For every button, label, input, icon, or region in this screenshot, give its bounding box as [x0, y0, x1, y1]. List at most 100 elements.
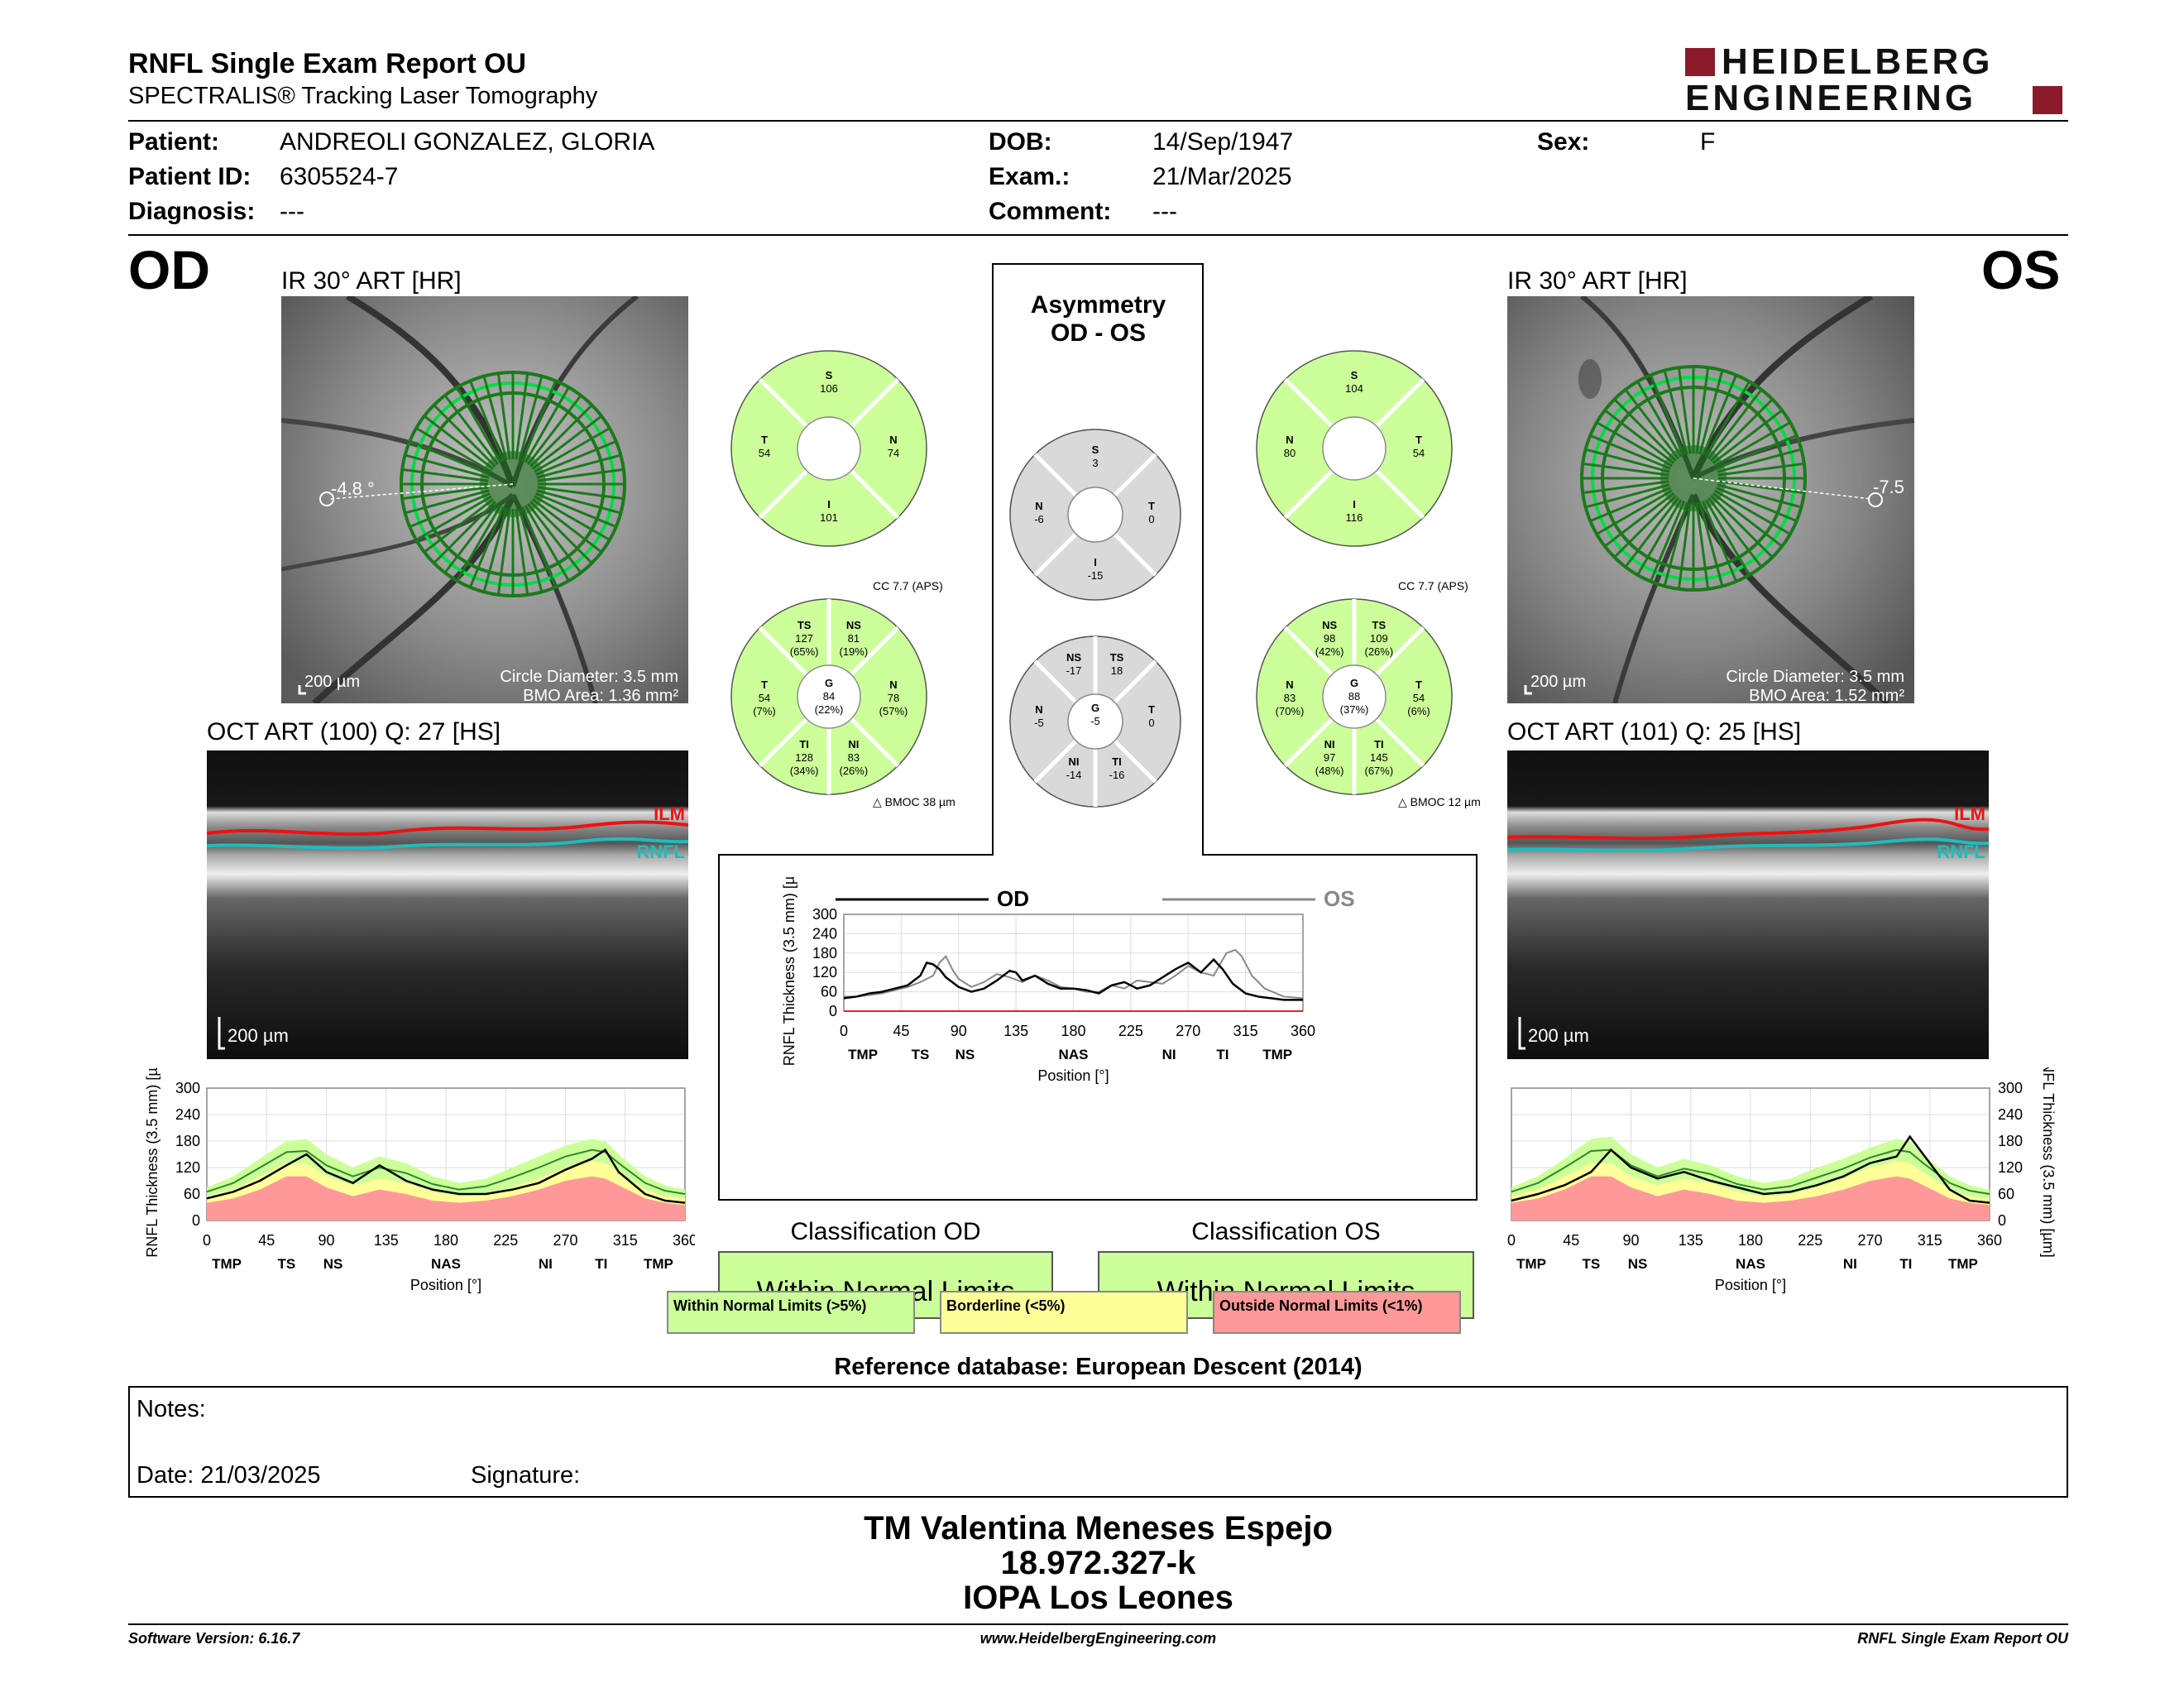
od6-g-1: 84	[823, 690, 835, 703]
asym4-s-1: 3	[1092, 457, 1098, 469]
os-classification-title: Classification OS	[1191, 1218, 1381, 1245]
y-tick-label: 60	[821, 984, 837, 1000]
os-bmoc-label: △ BMOC 12 µm	[1398, 795, 1481, 808]
x-tick-label: 0	[1507, 1232, 1516, 1249]
os-circle-diameter: Circle Diameter: 3.5 mm	[1726, 668, 1904, 686]
od6-t-2: (7%)	[753, 705, 775, 717]
os-legend-label: OS	[1324, 886, 1355, 911]
center-rnfl-chart: 0 60 120 180 240 300 0 45 90 135 180 225 270 315 360 TM…	[781, 877, 1355, 1084]
os6-ti-1: 145	[1370, 751, 1388, 764]
x-tick-label: 360	[673, 1232, 695, 1249]
os6-ns-1: 98	[1324, 632, 1335, 645]
od6-ts-2: (65%)	[790, 645, 819, 658]
asym6-n-1: -5	[1034, 717, 1044, 729]
legend-borderline: Borderline (<5%)	[940, 1291, 1188, 1334]
os6-ns-2: (42%)	[1315, 645, 1344, 658]
os6-ni-0: NI	[1324, 738, 1335, 750]
asym4-n-0: N	[1035, 500, 1042, 512]
report-subtitle: SPECTRALIS® Tracking Laser Tomography	[128, 83, 598, 109]
x-tick-label: 225	[1798, 1232, 1822, 1249]
x-tick-label: 315	[1918, 1232, 1942, 1249]
notes-date: Date: 21/03/2025	[136, 1462, 321, 1489]
os-ir-title: IR 30° ART [HR]	[1507, 267, 1688, 295]
x-tick-label: 270	[1176, 1023, 1200, 1039]
os4-i-1: 116	[1346, 511, 1363, 524]
od-sector-chart-6: TS127(65%)NS81(19%)T54(7%)N78(57%)TI128(…	[730, 598, 927, 795]
notes-signature: Signature:	[471, 1462, 581, 1489]
od4-s-1: 106	[820, 382, 838, 395]
patient-id-label: Patient ID:	[128, 163, 251, 190]
footer-report-name: RNFL Single Exam Report OU	[1857, 1630, 2068, 1647]
sector-label: NAS	[431, 1256, 461, 1272]
asym6-ts-0: TS	[1110, 651, 1124, 664]
od6-ti-2: (34%)	[790, 765, 819, 777]
od6-g-2: (22%)	[815, 703, 844, 716]
asym4-t-1: 0	[1148, 513, 1154, 525]
os-oct-bscan: ILM RNFL 200 µm	[1507, 750, 1989, 1059]
os6-t-2: (6%)	[1407, 705, 1430, 717]
sector-label: TMP	[1948, 1256, 1978, 1272]
x-tick-label: 45	[893, 1023, 909, 1039]
legend-wnl: Within Normal Limits (>5%)	[667, 1291, 915, 1334]
asym6-g-1: -5	[1090, 715, 1100, 727]
sector-label: TS	[277, 1256, 295, 1272]
sector-label: TMP	[1516, 1256, 1546, 1272]
os6-t-1: 54	[1413, 692, 1425, 704]
x-tick-label: 0	[203, 1232, 211, 1249]
normal-mean-line	[206, 1149, 686, 1195]
dob-label: DOB:	[989, 128, 1052, 156]
os-cc-label: CC 7.7 (APS)	[1398, 579, 1468, 592]
signer-block: TM Valentina Meneses Espejo 18.972.327-k…	[0, 1511, 2184, 1615]
asym6-g-0: G	[1091, 702, 1099, 714]
asym4-i-0: I	[1094, 556, 1097, 568]
asym6-ts-1: 18	[1111, 664, 1123, 677]
od-scale: 200 µm	[304, 673, 360, 691]
od6-ns-2: (19%)	[840, 645, 869, 658]
heidelberg-logo: HEIDELBERG ENGINEERING	[1685, 41, 2066, 118]
y-tick-label: 120	[1998, 1159, 2023, 1176]
os-rnfl-label: RNFL	[1937, 842, 1985, 862]
od-bmoc: BMOC 38 µm	[884, 795, 956, 808]
logo-square-icon-2	[2033, 86, 2062, 114]
od6-ts-0: TS	[797, 619, 812, 631]
sector-label: TS	[912, 1047, 930, 1062]
od-legend-label: OD	[997, 886, 1029, 911]
od-fundus-image: -4.8 ° 200 µm Circle Diameter: 3.5 mm BM…	[281, 296, 688, 703]
sector-label: TI	[1899, 1256, 1912, 1272]
x-tick-label: 360	[1977, 1232, 2002, 1249]
y-axis-label: RNFL Thickness (3.5 mm) [µm]	[2040, 1067, 2057, 1258]
sex: F	[1700, 128, 1716, 156]
od-oct-title: OCT ART (100) Q: 27 [HS]	[207, 718, 501, 746]
sector-label: NI	[1843, 1256, 1857, 1272]
sector-label: TMP	[212, 1256, 242, 1272]
y-tick-label: 180	[812, 945, 837, 961]
x-tick-label: 90	[1622, 1232, 1639, 1249]
x-tick-label: 270	[1857, 1232, 1882, 1249]
os6-ts-0: TS	[1372, 619, 1387, 631]
asym6-n-0: N	[1035, 703, 1042, 716]
signer-name: TM Valentina Meneses Espejo	[864, 1510, 1333, 1547]
od6-ti-1: 128	[795, 751, 813, 764]
os-ilm-label: ILM	[1954, 803, 1985, 824]
os4-i-0: I	[1353, 498, 1356, 511]
diagnosis: ---	[280, 198, 304, 225]
os-oct-title: OCT ART (101) Q: 25 [HS]	[1507, 718, 1802, 746]
y-tick-label: 240	[812, 925, 837, 942]
comment-label: Comment:	[989, 198, 1112, 225]
od4-t-0: T	[761, 434, 768, 446]
x-tick-label: 180	[1738, 1232, 1763, 1249]
sector-label: TMP	[644, 1256, 673, 1272]
od4-n-1: 74	[888, 447, 899, 459]
od-series-line	[843, 957, 1303, 1001]
sector-label: NS	[1628, 1256, 1648, 1272]
patient-id: 6305524-7	[280, 163, 399, 190]
os4-s-1: 104	[1345, 382, 1363, 395]
sector-label: NS	[956, 1047, 975, 1062]
os6-n-1: 83	[1284, 692, 1296, 704]
od6-ti-0: TI	[799, 738, 809, 750]
os-bmo-area: BMO Area: 1.52 mm²	[1749, 687, 1904, 703]
os-bmoc: BMOC 12 µm	[1410, 795, 1481, 808]
footer-url[interactable]: www.HeidelbergEngineering.com	[979, 1630, 1217, 1647]
normal-band-red	[1511, 1176, 1990, 1220]
